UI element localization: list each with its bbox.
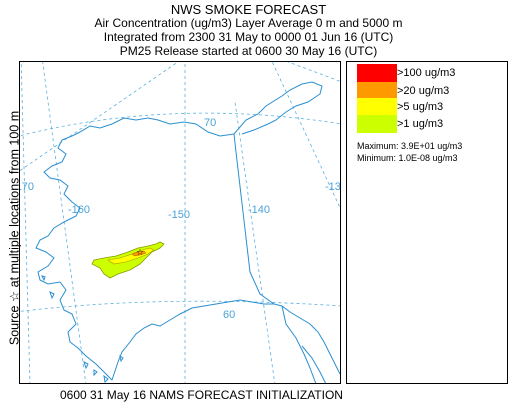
legend-item-20: >20 ug/m3 [357, 82, 449, 100]
label-lat-60: 60 [223, 309, 235, 321]
legend-label-5: >5 ug/m3 [397, 101, 444, 113]
graticule-lon-160 [42, 62, 87, 383]
alaska-map: -170 -160 -150 -140 -130 70 60 ☆ [20, 62, 341, 383]
legend-label-20: >20 ug/m3 [397, 85, 450, 97]
legend-item-1: >1 ug/m3 [357, 115, 443, 133]
graticule [20, 62, 340, 383]
legend-swatch-5 [357, 98, 397, 116]
label-lat-70: 70 [204, 117, 216, 129]
graticule-lon-extra [287, 62, 340, 82]
smoke-plume [91, 241, 165, 279]
graticule-lon-140 [234, 101, 276, 383]
alaska-coastline [35, 81, 340, 381]
legend-item-100: >100 ug/m3 [357, 64, 455, 82]
release-start: PM25 Release started at 0600 30 May 16 (… [119, 44, 378, 58]
forecast-footer: 0600 31 May 16 NAMS FORECAST INITIALIZAT… [60, 388, 343, 402]
graticule-lat-60 [20, 300, 340, 312]
legend-swatch-20 [357, 82, 397, 100]
label-lon-170: -170 [20, 181, 34, 193]
label-lon-130: -130 [325, 181, 341, 193]
source-star-icon: ☆ [136, 247, 144, 257]
graticule-lon-170 [20, 62, 31, 383]
islands [41, 275, 124, 383]
legend-label-100: >100 ug/m3 [397, 67, 456, 79]
plume-gt20 [131, 250, 147, 257]
graticule-lat-inner [20, 62, 179, 172]
coastline [35, 81, 340, 383]
legend-item-5: >5 ug/m3 [357, 98, 443, 116]
concentration-subtitle: Air Concentration (ug/m3) Layer Average … [94, 16, 403, 30]
forecast-title: NWS SMOKE FORECAST [170, 2, 327, 17]
legend-maximum: Maximum: 3.9E+01 ug/m3 [357, 141, 463, 151]
map-panel: -170 -160 -150 -140 -130 70 60 ☆ [19, 61, 341, 384]
legend-label-1: >1 ug/m3 [397, 118, 444, 130]
southeast-coast [281, 305, 317, 383]
label-lon-150: -150 [168, 209, 190, 221]
legend-swatch-1 [357, 115, 397, 133]
legend-minimum: Minimum: 1.0E-08 ug/m3 [357, 153, 458, 163]
integration-period: Integrated from 2300 31 May to 0000 01 J… [103, 30, 394, 44]
legend-panel: >100 ug/m3 >20 ug/m3 >5 ug/m3 >1 ug/m3 M… [346, 61, 508, 384]
peninsula-tip [301, 345, 327, 383]
graticule-lat-70 [20, 112, 340, 137]
graticule-lon-130 [271, 62, 340, 209]
label-lon-140: -140 [248, 204, 270, 216]
legend-swatch-100 [357, 64, 397, 82]
